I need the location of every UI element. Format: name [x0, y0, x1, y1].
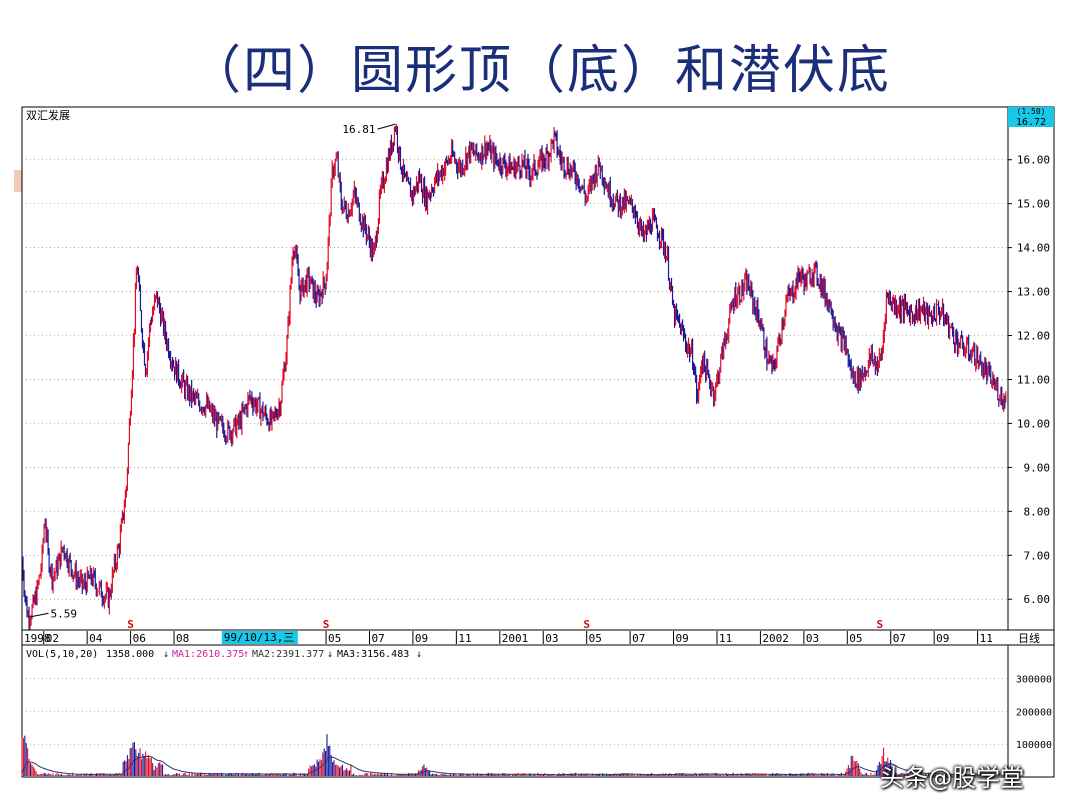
price-ticks: 6.00 7.00 8.00 9.00 10.00 11.00 12.00 13.00 14.0… — [1008, 154, 1050, 606]
date-tick-label: 07 — [371, 632, 384, 645]
date-tick-label: 11 — [980, 632, 993, 645]
price-tick-label: 6.00 — [1024, 593, 1051, 606]
decorative-accent — [14, 170, 24, 192]
price-tick-label: 13.00 — [1017, 286, 1050, 299]
cursor-date-label: 99/10/13,三 — [224, 631, 295, 644]
slide-title: （四）圆形顶（底）和潜伏底 — [188, 41, 891, 101]
date-tick-label: 05 — [328, 632, 341, 645]
vol-up-arrow: ↑ — [243, 649, 249, 660]
volume-bars — [21, 734, 1007, 776]
date-tick-label: 11 — [458, 632, 471, 645]
volume-tick-label: 200000 — [1016, 707, 1052, 718]
vol-ma3-label: MA3:3156.483 — [337, 649, 409, 660]
watermark: 头条@股学堂 — [880, 764, 1024, 792]
date-tick-label: 05 — [589, 632, 602, 645]
price-tick-label: 11.00 — [1017, 373, 1050, 386]
stock-name: 双汇发展 — [26, 108, 70, 122]
date-tick-label: 05 — [849, 632, 862, 645]
period-label: 日线 — [1018, 631, 1040, 645]
date-tick-label: 07 — [632, 632, 645, 645]
date-tick-label: 03 — [545, 632, 558, 645]
date-tick-label: 2001 — [502, 632, 529, 645]
vol-ma1-label: MA1:2610.375 — [172, 649, 244, 660]
price-panel-frame — [21, 106, 1055, 631]
date-tick-label: 02 — [46, 632, 59, 645]
current-price-box — [1008, 107, 1054, 127]
date-tick-label: 07 — [893, 632, 906, 645]
split-marker: S — [127, 618, 134, 631]
split-marker: S — [877, 618, 884, 631]
volume-ma-line — [21, 755, 1006, 776]
split-marker: S — [323, 618, 330, 631]
volume-tick-label: 100000 — [1016, 740, 1052, 751]
price-tick-label: 14.00 — [1017, 242, 1050, 255]
date-tick-label: 2002 — [762, 632, 789, 645]
volume-ticks: 100000 200000 300000 — [1016, 675, 1052, 752]
price-tick-label: 8.00 — [1024, 505, 1051, 518]
date-tick-label: 03 — [806, 632, 819, 645]
high-label: 16.81 — [342, 123, 375, 136]
volume-panel-frame — [21, 644, 1055, 778]
vol-down-arrow-3: ↓ — [416, 649, 422, 660]
date-tick-label: 08 — [176, 632, 189, 645]
price-tick-label: 12.00 — [1017, 330, 1050, 343]
vol-ma2-label: MA2:2391.377 — [252, 649, 324, 660]
price-series — [21, 124, 1007, 633]
date-tick-label: 09 — [936, 632, 949, 645]
date-tick-label: 11 — [719, 632, 732, 645]
volume-tick-label: 300000 — [1016, 675, 1052, 686]
price-tick-label: 10.00 — [1017, 417, 1050, 430]
current-price-value: 16.72 — [1016, 117, 1046, 128]
high-leader — [377, 123, 396, 130]
vol-down-arrow-2: ↓ — [327, 649, 333, 660]
date-tick-label: 04 — [89, 632, 103, 645]
date-tick-label: 06 — [133, 632, 146, 645]
vol-down-arrow-1: ↓ — [163, 649, 169, 660]
price-tick-label: 15.00 — [1017, 198, 1050, 211]
volume-grid — [22, 678, 1008, 745]
low-label: 5.59 — [51, 607, 78, 620]
date-tick-label: 09 — [415, 632, 428, 645]
split-marker: S — [583, 618, 590, 631]
date-tick-label: 09 — [676, 632, 689, 645]
low-leader — [28, 612, 49, 618]
vol-indicator-label: VOL(5,10,20) — [26, 649, 98, 660]
cursor-date-box — [221, 631, 298, 644]
vol-indicator-value: 1358.000 — [106, 649, 154, 660]
price-tick-label: 16.00 — [1017, 154, 1050, 167]
current-price-top: (1.50) — [1017, 107, 1046, 116]
price-tick-label: 7.00 — [1024, 549, 1051, 562]
price-annotations: 16.81 5.59 — [28, 123, 396, 620]
price-tick-label: 9.00 — [1024, 461, 1051, 474]
